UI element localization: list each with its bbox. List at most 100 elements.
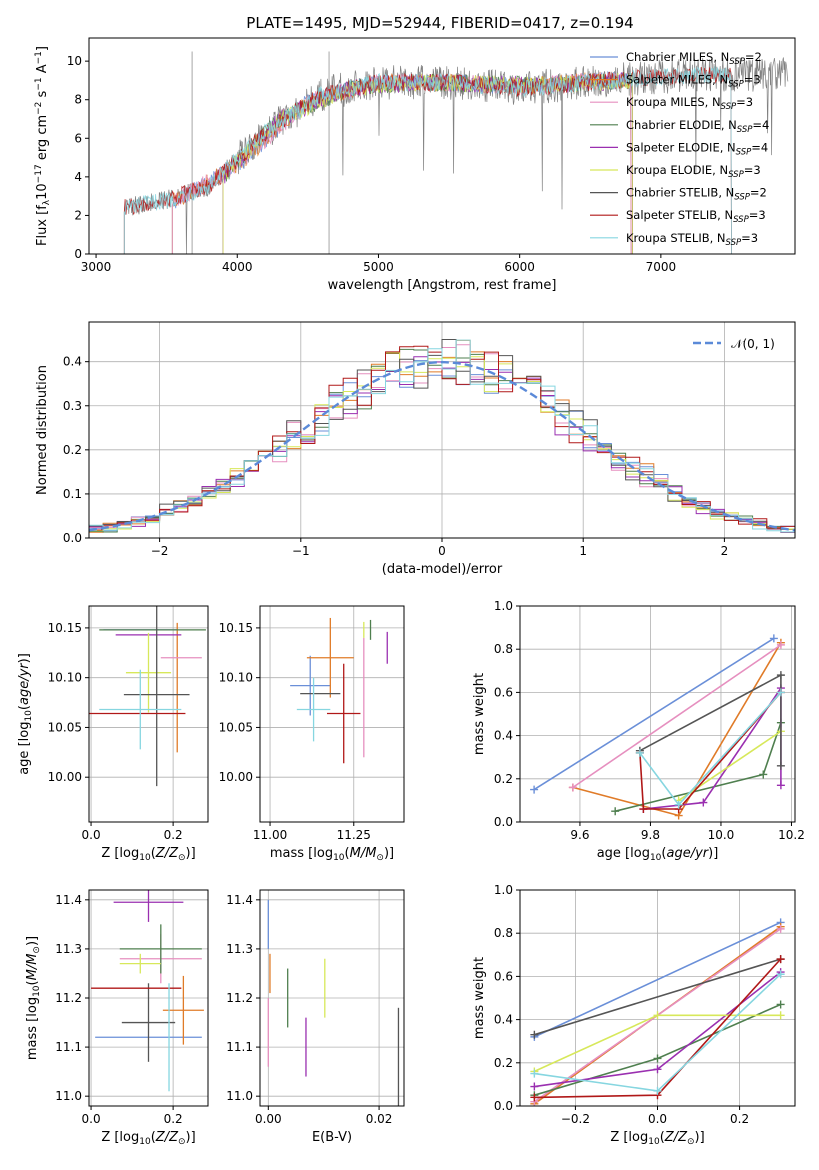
label-part: ⊙ bbox=[687, 1137, 695, 1147]
legend-entry: Chabrier ELODIE, NSSP=4 bbox=[626, 118, 769, 135]
legend-entry: 𝒩(0, 1) bbox=[731, 337, 775, 351]
y-tick-label: 8 bbox=[74, 93, 82, 107]
y-tick-label: 0.1 bbox=[63, 487, 82, 501]
mass-weight-marker bbox=[635, 748, 644, 757]
spectrum-panel: 3000 4000 5000 6000 7000 0 2 4 6 8 10 wavelength [A… bbox=[34, 37, 796, 293]
label-part: Salpeter MILES, N bbox=[626, 73, 728, 87]
y-axis-label: age [log10(age/yr)] bbox=[17, 653, 34, 775]
label-part: ( bbox=[25, 980, 40, 985]
mass-weight-marker bbox=[776, 671, 785, 680]
label-part: Chabrier MILES, N bbox=[626, 50, 729, 64]
axes-frame bbox=[259, 605, 405, 823]
mass-weight-marker bbox=[776, 761, 785, 770]
label-part: Flux [f bbox=[35, 205, 50, 246]
mass-vs-ebv-panel: 0.00 0.02 11.0 11.1 11.2 11.3 11.4 E(B-V) bbox=[226, 889, 405, 1145]
x-tick-label: 9.6 bbox=[570, 828, 589, 842]
label-part: )] bbox=[384, 846, 394, 861]
y-tick-label: 4 bbox=[74, 170, 82, 184]
y-tick-label: 10.00 bbox=[219, 770, 253, 784]
label-part: Salpeter ELODIE, N bbox=[626, 140, 736, 154]
label-part: =4 bbox=[751, 140, 768, 154]
mass-weight-marker bbox=[653, 1054, 662, 1063]
model-spectrum-line bbox=[222, 72, 633, 254]
label-part: ] bbox=[35, 46, 50, 51]
x-tick-label: 1 bbox=[579, 544, 587, 558]
mass-weight-marker bbox=[776, 1011, 785, 1020]
residual-histogram-panel: −2 −1 0 1 2 0.0 0.1 0.2 0.3 0.4 (data-model)/error… bbox=[35, 321, 796, 577]
legend-entry: Kroupa ELODIE, NSSP=3 bbox=[626, 163, 761, 180]
mass-weight-marker bbox=[769, 634, 778, 643]
x-tick-label: −0.2 bbox=[561, 1112, 590, 1126]
y-axis-label: Normed distribution bbox=[35, 365, 50, 495]
mass-weight-line bbox=[639, 691, 782, 810]
label-part: Chabrier STELIB, N bbox=[626, 186, 734, 200]
legend-entry: Salpeter ELODIE, NSSP=4 bbox=[626, 140, 768, 157]
y-tick-label: 2 bbox=[74, 208, 82, 222]
label-part: λ bbox=[42, 199, 52, 205]
y-tick-label: 10.15 bbox=[48, 621, 82, 635]
normal-curve-line bbox=[89, 360, 795, 532]
mass-weight-vs-age-panel: 9.6 9.8 10.0 10.2 0.0 0.2 0.4 0.6 0.8 1.0 mass wei… bbox=[472, 599, 805, 863]
x-tick-label: 7000 bbox=[646, 260, 677, 274]
x-tick-label: 0.02 bbox=[366, 1112, 393, 1126]
label-part: Chabrier ELODIE, N bbox=[626, 118, 737, 132]
y-tick-label: 11.2 bbox=[55, 991, 82, 1005]
label-part: SSP bbox=[736, 147, 752, 157]
mass-weight-marker bbox=[699, 798, 708, 807]
y-axis-label: Flux [fλ10−17 erg cm−2 s−1 A−1] bbox=[34, 46, 52, 246]
x-axis-label: (data-model)/error bbox=[382, 562, 503, 577]
y-tick-label: 0.8 bbox=[494, 642, 513, 656]
y-tick-label: 10.10 bbox=[48, 671, 82, 685]
mass-weight-line bbox=[643, 685, 782, 810]
x-tick-label: 0 bbox=[438, 544, 446, 558]
y-tick-label: 0.0 bbox=[63, 531, 82, 545]
label-part: =3 bbox=[744, 73, 761, 87]
y-tick-label: 6 bbox=[74, 131, 82, 145]
label-part: Z/Z bbox=[155, 1130, 179, 1145]
mass-weight-marker bbox=[776, 688, 785, 697]
label-part: erg cm bbox=[35, 115, 50, 164]
x-tick-label: 11.00 bbox=[253, 828, 287, 842]
x-tick-label: 0.00 bbox=[255, 1112, 282, 1126]
label-part: A bbox=[35, 64, 50, 77]
label-part: )] bbox=[708, 846, 718, 861]
x-tick-label: 4000 bbox=[222, 260, 253, 274]
y-tick-label: 1.0 bbox=[494, 599, 513, 613]
label-part: SSP bbox=[726, 238, 742, 248]
plot-area bbox=[520, 606, 795, 822]
label-part: 10 bbox=[24, 710, 34, 722]
legend-entry: Salpeter MILES, NSSP=3 bbox=[626, 73, 761, 90]
label-part: )] bbox=[25, 936, 40, 946]
label-part: mass [log bbox=[270, 846, 333, 861]
label-part: ( bbox=[661, 846, 666, 861]
mass-weight-marker bbox=[776, 970, 785, 979]
x-tick-label: 3000 bbox=[81, 260, 112, 274]
label-part: ⊙ bbox=[178, 1137, 186, 1147]
label-part: )] bbox=[186, 846, 196, 861]
y-tick-label: 11.3 bbox=[226, 942, 253, 956]
y-tick-label: 0.6 bbox=[494, 969, 513, 983]
x-tick-label: 10.2 bbox=[778, 828, 805, 842]
mass-weight-line bbox=[534, 958, 781, 1036]
x-axis-label: E(B-V) bbox=[312, 1130, 352, 1145]
y-tick-label: 0.4 bbox=[494, 1013, 513, 1027]
y-tick-label: 1.0 bbox=[494, 883, 513, 897]
axes-frame bbox=[88, 37, 796, 255]
label-part: Z/Z bbox=[155, 846, 179, 861]
y-tick-label: 10.00 bbox=[48, 770, 82, 784]
label-part: ( bbox=[660, 1130, 665, 1145]
mass-weight-marker bbox=[776, 1000, 785, 1009]
x-tick-label: 2 bbox=[721, 544, 729, 558]
label-part: ( bbox=[151, 1130, 156, 1145]
y-tick-label: 0.8 bbox=[494, 926, 513, 940]
label-part: SSP bbox=[728, 170, 744, 180]
mass-weight-marker bbox=[530, 785, 539, 794]
label-part: Kroupa MILES, N bbox=[626, 95, 721, 109]
mass-weight-marker bbox=[674, 800, 683, 809]
x-tick-label: 0.2 bbox=[164, 1112, 183, 1126]
label-part: Salpeter STELIB, N bbox=[626, 208, 733, 222]
label-part: =2 bbox=[750, 186, 767, 200]
plot-area bbox=[89, 890, 208, 1106]
mass-weight-marker bbox=[759, 770, 768, 779]
